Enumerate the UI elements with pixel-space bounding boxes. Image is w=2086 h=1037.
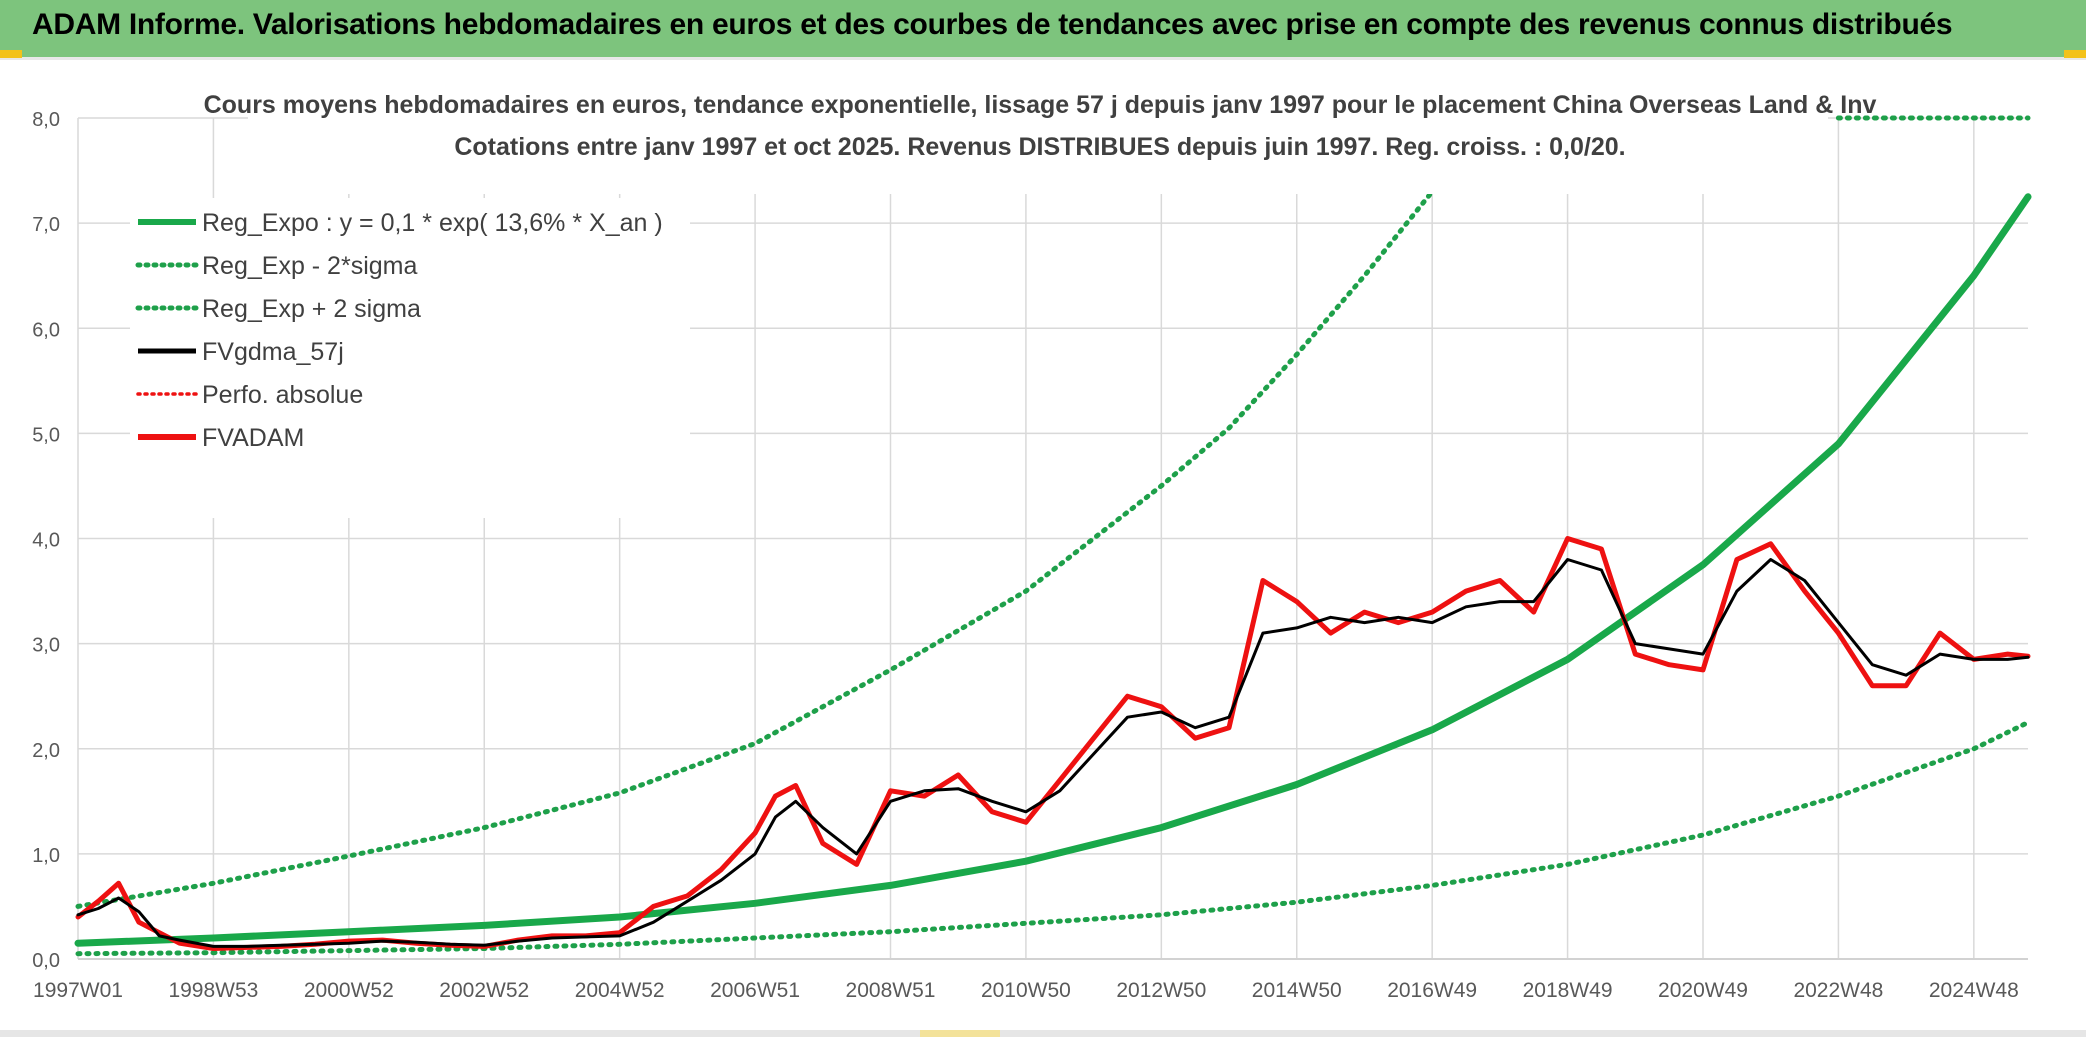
legend-label-fvgdma: FVgdma_57j bbox=[202, 338, 344, 366]
header-corner-left bbox=[0, 50, 22, 58]
legend-label-reg-expo: Reg_Expo : y = 0,1 * exp( 13,6% * X_an ) bbox=[202, 209, 663, 237]
y-tick-label: 4,0 bbox=[32, 530, 60, 552]
chart-title-line1: Cours moyens hebdomadaires en euros, ten… bbox=[204, 91, 1877, 119]
chart-title-background bbox=[248, 82, 1828, 194]
y-tick-label: 0,0 bbox=[32, 950, 60, 972]
x-tick-label: 2008W51 bbox=[846, 979, 936, 1002]
legend-label-reg-plus: Reg_Exp + 2 sigma bbox=[202, 295, 421, 323]
y-tick-label: 2,0 bbox=[32, 740, 60, 762]
series-fvadam bbox=[75, 536, 2031, 951]
y-tick-labels: 0,0 1,0 2,0 3,0 4,0 5,0 6,0 7,0 8,0 bbox=[32, 109, 60, 972]
x-tick-label: 2014W50 bbox=[1252, 979, 1342, 1002]
x-tick-label: 2002W52 bbox=[439, 979, 529, 1002]
legend-background bbox=[130, 198, 690, 518]
x-tick-label: 2012W50 bbox=[1116, 979, 1206, 1002]
x-tick-label: 2022W48 bbox=[1793, 979, 1883, 1002]
series-fvgdma bbox=[76, 558, 2030, 948]
legend-label-perfo: Perfo. absolue bbox=[202, 381, 363, 409]
header-corner-right bbox=[2064, 50, 2086, 58]
x-tick-label: 2006W51 bbox=[710, 979, 800, 1002]
y-tick-label: 8,0 bbox=[32, 109, 60, 131]
x-tick-label: 2018W49 bbox=[1523, 979, 1613, 1002]
y-tick-label: 3,0 bbox=[32, 635, 60, 657]
x-tick-labels: 1997W01 1998W53 2000W52 2002W52 2004W52 2006W… bbox=[33, 979, 2019, 1002]
x-tick-label: 2004W52 bbox=[575, 979, 665, 1002]
legend-label-reg-minus: Reg_Exp - 2*sigma bbox=[202, 252, 417, 280]
legend: Reg_Expo : y = 0,1 * exp( 13,6% * X_an )… bbox=[130, 198, 690, 518]
x-tick-label: 2016W49 bbox=[1387, 979, 1477, 1002]
y-tick-label: 5,0 bbox=[32, 424, 60, 446]
y-tick-label: 6,0 bbox=[32, 319, 60, 341]
bottom-strip-mark bbox=[920, 1030, 1000, 1037]
chart: 0,0 1,0 2,0 3,0 4,0 5,0 6,0 7,0 8,0 1997W01 1998W… bbox=[0, 60, 2086, 1028]
series-reg-minus-2sigma bbox=[75, 720, 2031, 957]
series-reg-expo bbox=[74, 193, 2032, 947]
header-bar: ADAM Informe. Valorisations hebdomadaire… bbox=[0, 0, 2086, 60]
bottom-strip bbox=[0, 1030, 2086, 1037]
y-tick-label: 7,0 bbox=[32, 214, 60, 236]
series-reg-plus-2sigma bbox=[75, 115, 1476, 909]
series-layer bbox=[74, 115, 2032, 957]
x-tick-label: 2010W50 bbox=[981, 979, 1071, 1002]
x-tick-label: 2000W52 bbox=[304, 979, 394, 1002]
x-tick-label: 2020W49 bbox=[1658, 979, 1748, 1002]
x-tick-label: 1998W53 bbox=[168, 979, 258, 1002]
page-title: ADAM Informe. Valorisations hebdomadaire… bbox=[32, 8, 1953, 41]
y-tick-label: 1,0 bbox=[32, 845, 60, 867]
x-tick-label: 2024W48 bbox=[1929, 979, 2019, 1002]
x-tick-label: 1997W01 bbox=[33, 979, 123, 1002]
chart-title-line2: Cotations entre janv 1997 et oct 2025. R… bbox=[454, 133, 1625, 161]
legend-label-fvadam: FVADAM bbox=[202, 424, 304, 452]
